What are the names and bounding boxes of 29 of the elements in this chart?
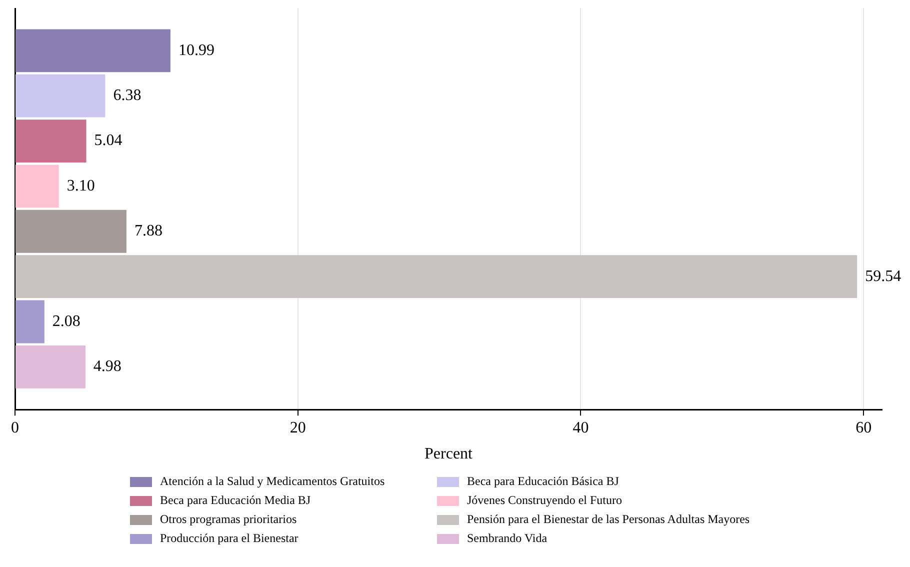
bar xyxy=(16,345,86,388)
data-label: 10.99 xyxy=(178,42,214,59)
legend-label: Beca para Educación Media BJ xyxy=(160,493,311,508)
data-label: 7.88 xyxy=(134,222,162,240)
bar xyxy=(16,120,86,162)
bar xyxy=(16,210,126,253)
data-label: 4.98 xyxy=(93,358,122,376)
bar xyxy=(16,74,106,118)
legend-label: Beca para Educación Básica BJ xyxy=(467,474,619,489)
data-label: 59.54 xyxy=(865,268,902,285)
bar xyxy=(16,29,170,72)
data-label: 6.38 xyxy=(113,87,142,104)
bar xyxy=(16,300,44,344)
bar xyxy=(16,164,59,208)
data-label: 2.08 xyxy=(52,312,80,330)
x-tick-label: 40 xyxy=(572,419,589,436)
legend-label: Pensión para el Bienestar de las Personas Adultas Mayores xyxy=(467,512,750,527)
x-tick-label: 20 xyxy=(290,419,306,436)
legend-label: Jóvenes Construyendo el Futuro xyxy=(467,493,622,508)
x-axis-title: Percent xyxy=(424,446,474,463)
data-label: 5.04 xyxy=(94,132,122,150)
legend-label: Sembrando Vida xyxy=(467,531,548,546)
legend-label: Otros programas prioritarios xyxy=(160,512,297,527)
legend-label: Producción para el Bienestar xyxy=(160,531,298,546)
x-tick-label: 0 xyxy=(11,419,19,436)
bar xyxy=(16,255,858,298)
x-tick-label: 60 xyxy=(856,419,872,436)
legend-label: Atención a la Salud y Medicamentos Gratuitos xyxy=(160,474,385,489)
data-label: 3.10 xyxy=(66,177,95,194)
